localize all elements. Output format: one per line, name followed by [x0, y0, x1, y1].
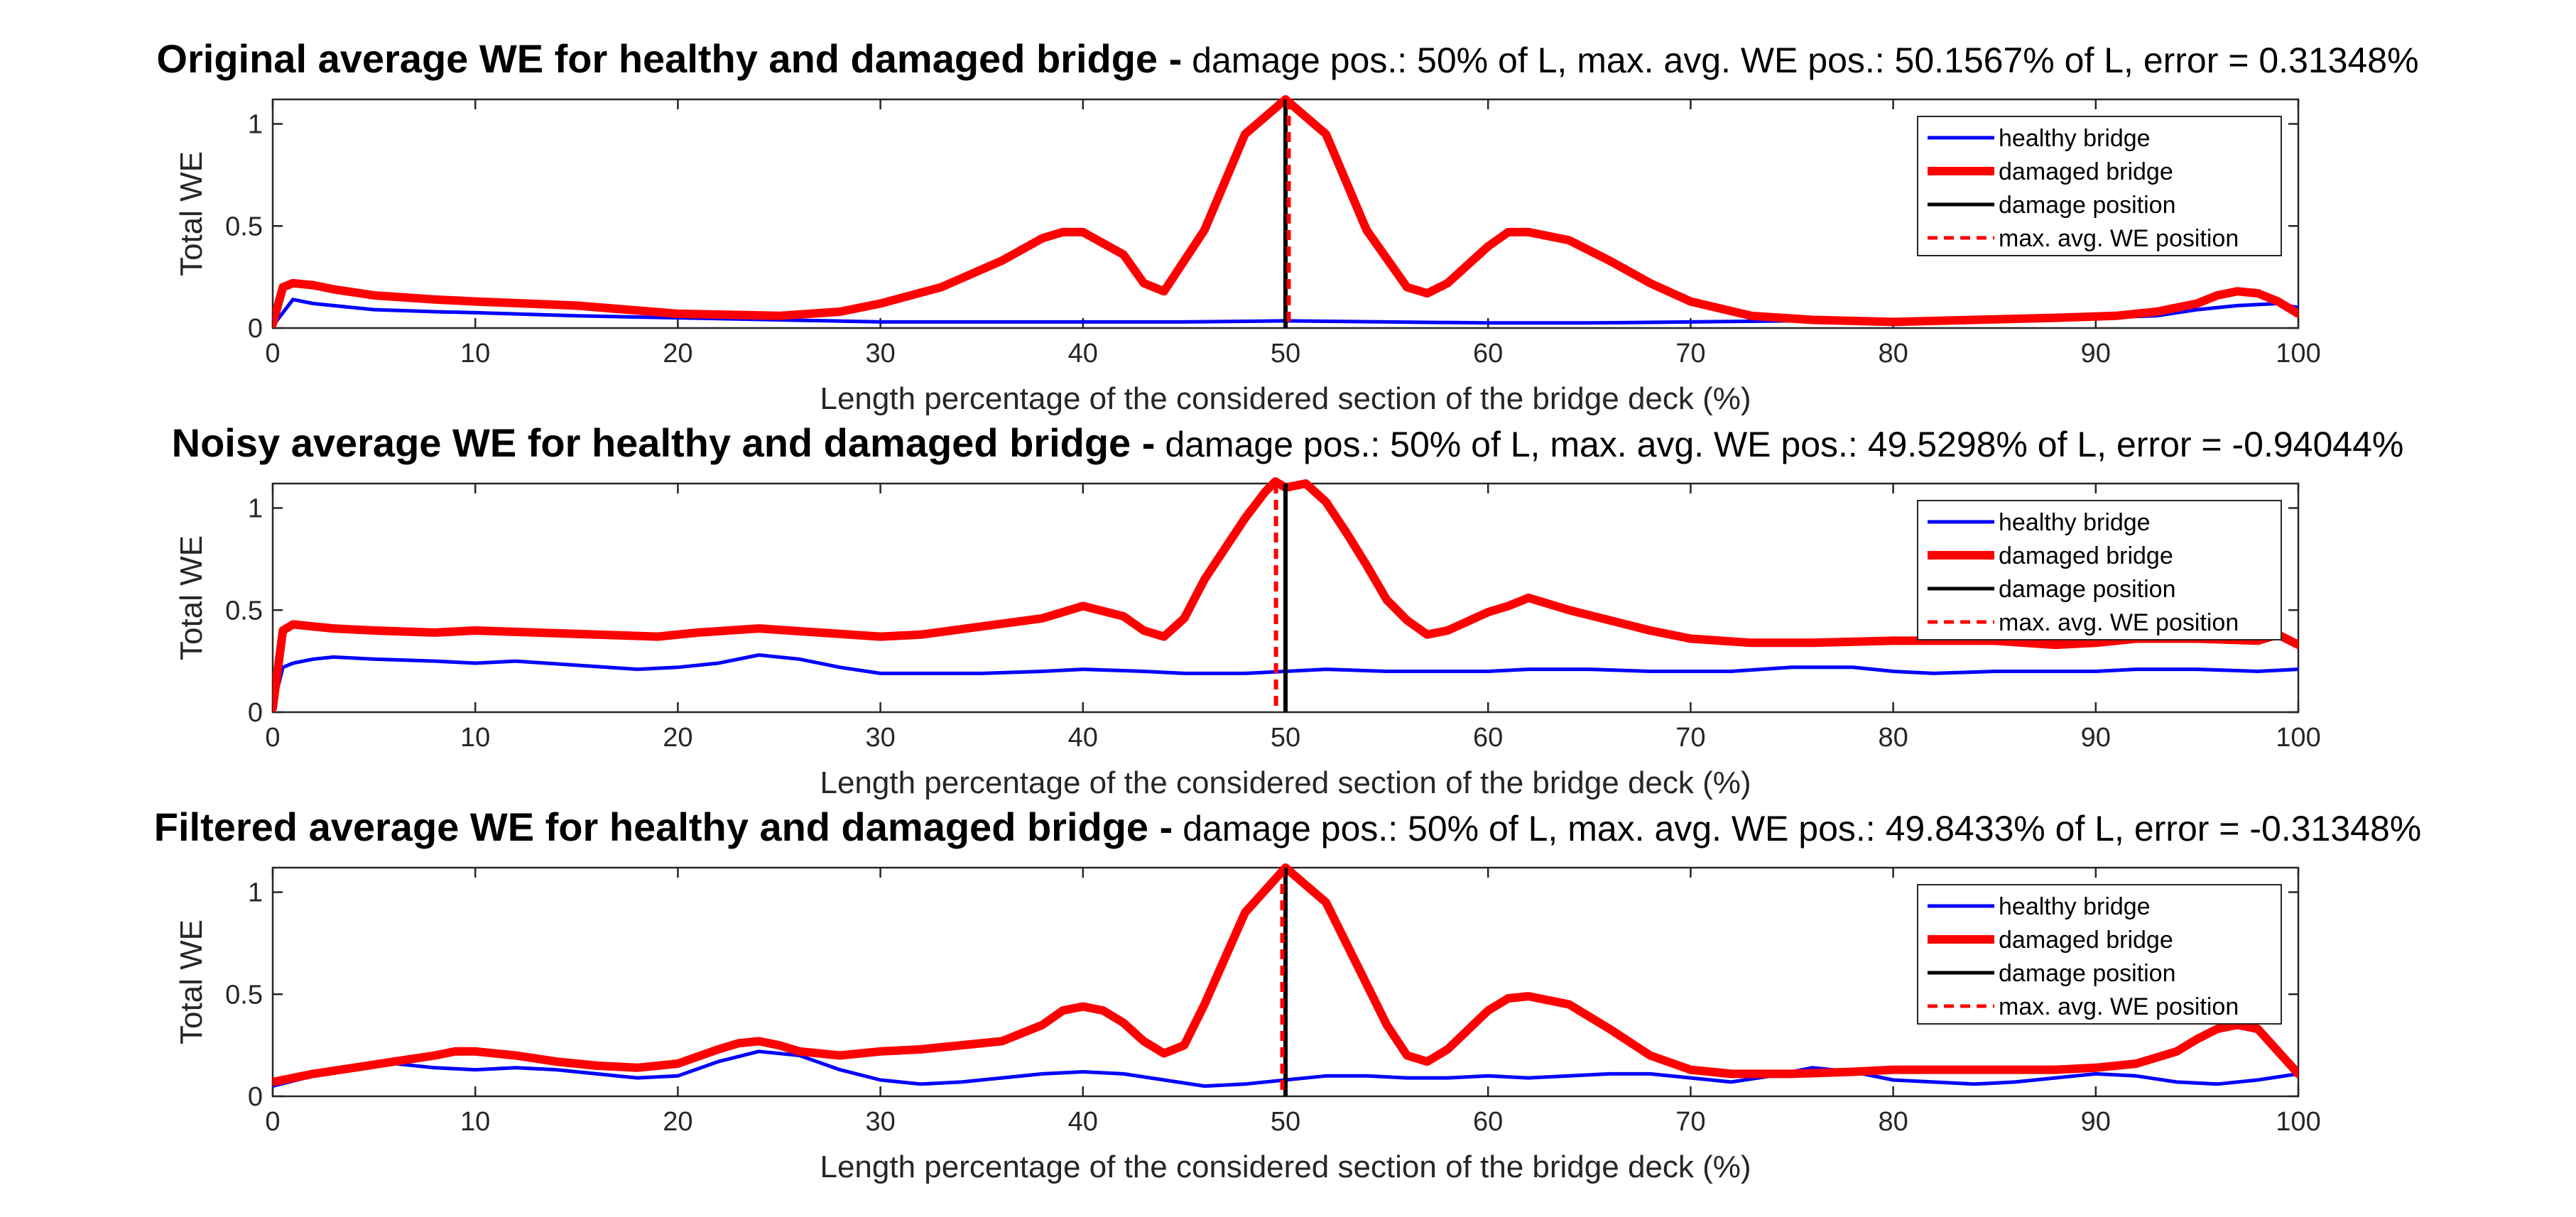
legend-item-damage-position: damage position	[1928, 576, 2176, 603]
chart-title: Original average WE for healthy and dama…	[156, 36, 2418, 81]
chart-panel-3: Filtered average WE for healthy and dama…	[154, 804, 2421, 1184]
legend-label: damaged bridge	[1999, 158, 2173, 185]
chart-panel-1: Original average WE for healthy and dama…	[156, 36, 2418, 416]
legend-box	[1917, 884, 2282, 1025]
x-tick-label: 20	[663, 1107, 692, 1137]
x-tick-label: 40	[1068, 1107, 1098, 1137]
chart-title: Filtered average WE for healthy and dama…	[154, 804, 2421, 849]
legend: healthy bridge damaged bridge damage posit…	[1917, 884, 2282, 1025]
x-tick-label: 20	[663, 723, 692, 753]
legend-item-damaged-bridge: damaged bridge	[1928, 542, 2173, 569]
x-tick-label: 40	[1068, 723, 1098, 753]
legend-item-healthy-bridge: healthy bridge	[1928, 893, 2151, 920]
legend-label: healthy bridge	[1999, 509, 2151, 536]
x-tick-label: 40	[1068, 339, 1098, 369]
legend-item-max-avg-we-position: max. avg. WE position	[1928, 225, 2239, 252]
legend-label: max. avg. WE position	[1999, 993, 2239, 1020]
legend-label: max. avg. WE position	[1999, 225, 2239, 252]
legend-box	[1917, 500, 2282, 640]
y-tick-label: 0	[248, 1082, 263, 1112]
x-tick-label: 90	[2081, 723, 2111, 753]
x-tick-label: 80	[1878, 723, 1908, 753]
y-tick-label: 1	[248, 494, 263, 524]
x-tick-label: 10	[460, 723, 490, 753]
x-tick-label: 100	[2276, 723, 2320, 753]
x-axis-label: Length percentage of the considered sect…	[820, 765, 1751, 800]
chart-title-rest: damage pos.: 50% of L, max. avg. WE pos.…	[1173, 809, 2421, 848]
x-tick-label: 10	[460, 1107, 490, 1137]
legend-label: damaged bridge	[1999, 927, 2173, 954]
x-tick-label: 60	[1473, 1107, 1503, 1137]
legend-item-max-avg-we-position: max. avg. WE position	[1928, 609, 2239, 636]
x-axis-label: Length percentage of the considered sect…	[820, 381, 1751, 416]
chart-title-bold: Original average WE for healthy and dama…	[156, 36, 1182, 81]
y-axis-label: Total WE	[174, 151, 209, 276]
x-tick-label: 60	[1473, 339, 1503, 369]
y-axis-label: Total WE	[174, 919, 209, 1044]
y-axis-label: Total WE	[174, 535, 209, 660]
x-tick-label: 90	[2081, 1107, 2111, 1137]
x-tick-label: 70	[1675, 723, 1705, 753]
y-tick-label: 0.5	[225, 596, 263, 626]
x-axis-label: Length percentage of the considered sect…	[820, 1150, 1751, 1184]
y-tick-label: 0	[248, 314, 263, 344]
legend-item-healthy-bridge: healthy bridge	[1928, 509, 2151, 536]
x-tick-label: 80	[1878, 1107, 1908, 1137]
legend-label: damage position	[1999, 192, 2176, 219]
legend-item-damage-position: damage position	[1928, 960, 2176, 987]
x-tick-label: 0	[265, 1107, 280, 1137]
chart-panel-2: Noisy average WE for healthy and damaged…	[172, 420, 2404, 800]
x-tick-label: 0	[265, 339, 280, 369]
y-tick-label: 1	[248, 878, 263, 908]
chart-title-bold: Filtered average WE for healthy and dama…	[154, 804, 1173, 849]
legend-label: damaged bridge	[1999, 542, 2173, 569]
legend-box	[1917, 116, 2282, 256]
chart-title-rest: damage pos.: 50% of L, max. avg. WE pos.…	[1182, 40, 2418, 80]
x-tick-label: 30	[865, 1107, 895, 1137]
x-tick-label: 50	[1271, 1107, 1300, 1137]
x-tick-label: 70	[1675, 339, 1705, 369]
x-tick-label: 10	[460, 339, 490, 369]
legend-label: healthy bridge	[1999, 125, 2151, 152]
legend: healthy bridge damaged bridge damage posit…	[1917, 116, 2282, 256]
legend-label: damage position	[1999, 960, 2176, 987]
x-tick-label: 100	[2276, 339, 2320, 369]
x-tick-label: 20	[663, 339, 692, 369]
legend-item-damaged-bridge: damaged bridge	[1928, 927, 2173, 954]
y-tick-label: 0.5	[225, 212, 263, 241]
chart-title-bold: Noisy average WE for healthy and damaged…	[172, 420, 1156, 465]
damaged-bridge-line	[273, 477, 2298, 712]
x-tick-label: 30	[865, 339, 895, 369]
x-tick-label: 100	[2276, 1107, 2320, 1137]
legend-item-damaged-bridge: damaged bridge	[1928, 158, 2173, 185]
legend-item-damage-position: damage position	[1928, 192, 2176, 219]
x-tick-label: 60	[1473, 723, 1503, 753]
y-tick-label: 0.5	[225, 980, 263, 1010]
chart-title-rest: damage pos.: 50% of L, max. avg. WE pos.…	[1155, 425, 2403, 464]
x-tick-label: 90	[2081, 339, 2111, 369]
legend-label: max. avg. WE position	[1999, 609, 2239, 636]
x-tick-label: 0	[265, 723, 280, 753]
damaged-bridge-line	[273, 863, 2298, 1086]
y-tick-label: 1	[248, 110, 263, 140]
x-tick-label: 50	[1271, 339, 1300, 369]
legend-label: healthy bridge	[1999, 893, 2151, 920]
damaged-bridge-line	[273, 95, 2298, 328]
x-tick-label: 30	[865, 723, 895, 753]
legend-item-healthy-bridge: healthy bridge	[1928, 125, 2151, 152]
x-tick-label: 50	[1271, 723, 1300, 753]
x-tick-label: 70	[1675, 1107, 1705, 1137]
healthy-bridge-line	[273, 653, 2298, 710]
x-tick-label: 80	[1878, 339, 1908, 369]
legend-label: damage position	[1999, 576, 2176, 603]
legend: healthy bridge damaged bridge damage posit…	[1917, 500, 2282, 640]
legend-item-max-avg-we-position: max. avg. WE position	[1928, 993, 2239, 1020]
chart-title: Noisy average WE for healthy and damaged…	[172, 420, 2404, 465]
y-tick-label: 0	[248, 698, 263, 728]
